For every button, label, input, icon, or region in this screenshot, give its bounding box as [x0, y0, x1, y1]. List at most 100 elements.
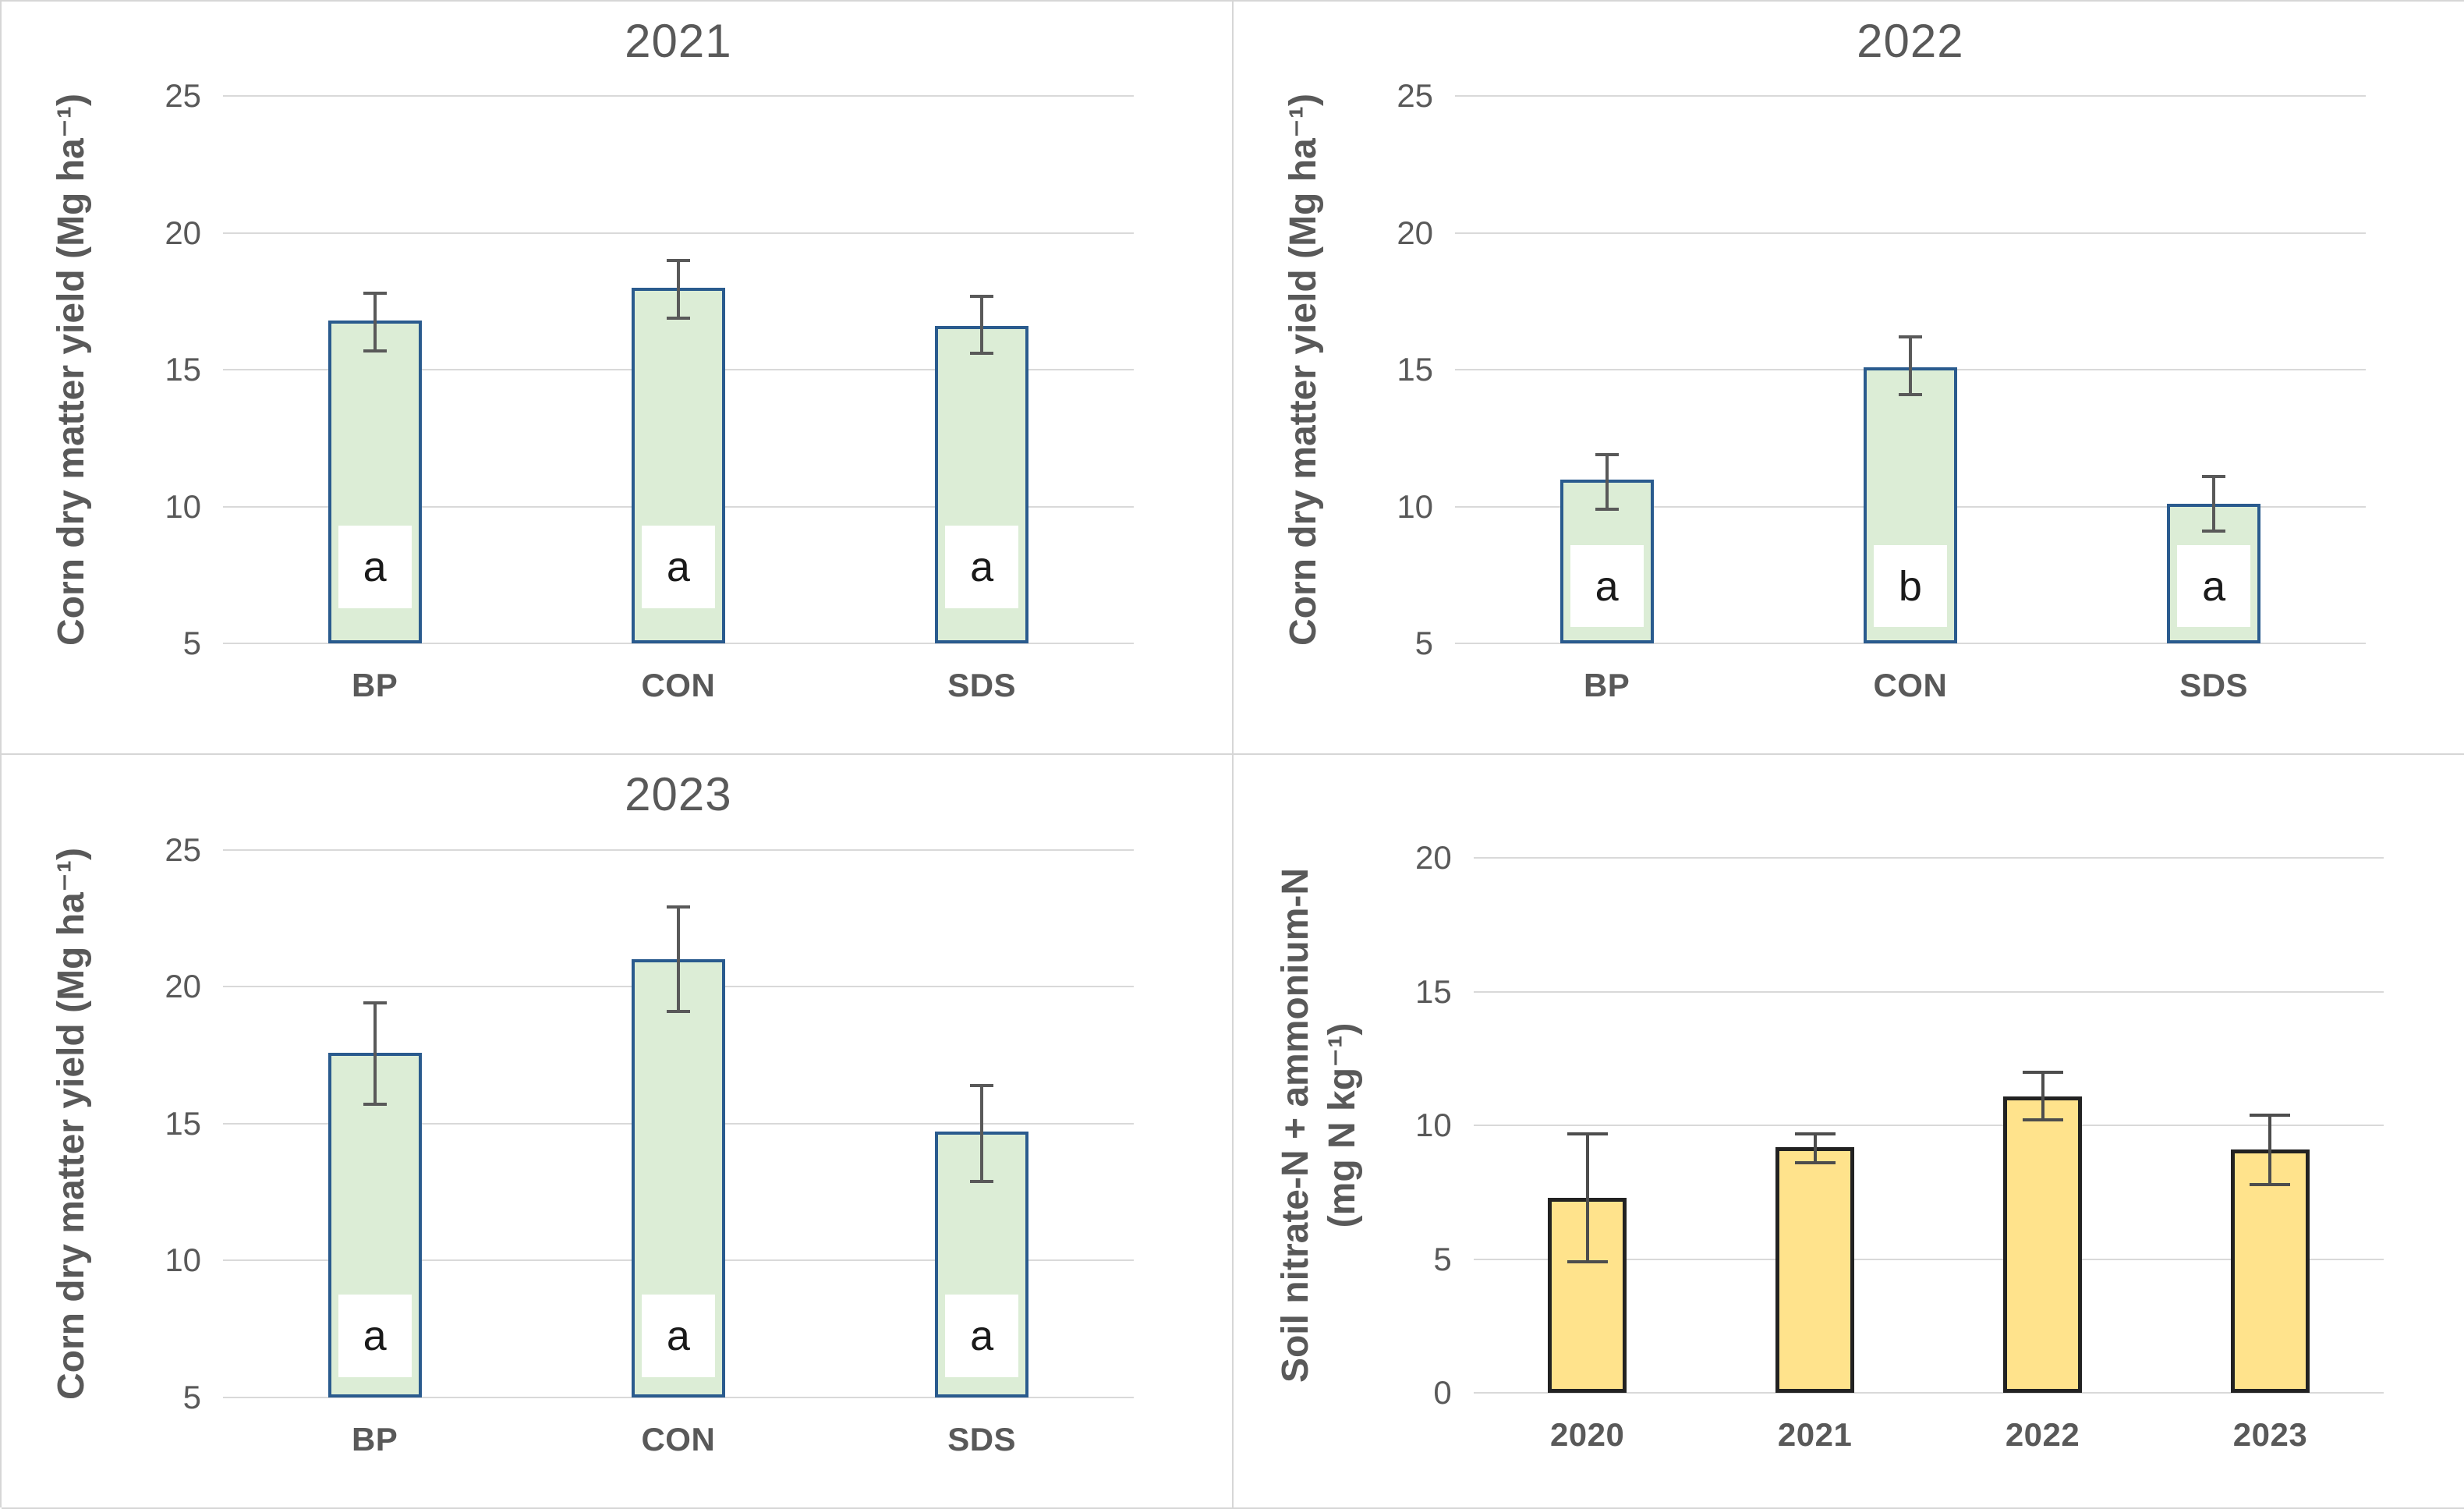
y-tick-label: 25	[165, 831, 202, 868]
error-bar-cap	[1595, 453, 1619, 457]
error-bar-cap	[970, 1083, 994, 1087]
y-tick-label: 5	[1433, 1240, 1452, 1277]
error-bar-cap	[2202, 530, 2226, 533]
bar	[1775, 1146, 1854, 1394]
significance-letter-box: a	[1570, 544, 1644, 628]
category-label-row: 2020 2021 2022 2023	[1474, 1416, 2384, 1454]
category-label: SDS	[2179, 667, 2249, 704]
error-bar-cap	[666, 316, 690, 320]
error-bar-cap	[666, 259, 690, 262]
panel-title: 2022	[1857, 15, 1964, 67]
error-bar	[2212, 476, 2216, 532]
error-bar-cap	[1794, 1132, 1836, 1135]
y-tick-label: 15	[165, 1104, 202, 1142]
significance-letter-box: a	[945, 1295, 1019, 1377]
panel-title: 2021	[625, 15, 732, 67]
error-bar	[980, 1085, 984, 1181]
error-bar	[676, 260, 680, 318]
category-label-row: BP CON SDS	[223, 667, 1134, 704]
category-label: 2023	[2232, 1416, 2308, 1454]
y-tick-label: 15	[1414, 972, 1452, 1010]
category-label: 2021	[1777, 1416, 1853, 1454]
significance-letter: a	[363, 543, 387, 590]
error-bar-cap	[2022, 1070, 2063, 1074]
error-bar-cap	[363, 1103, 387, 1107]
significance-letter: a	[970, 543, 994, 590]
error-bar-cap	[363, 1001, 387, 1005]
category-label: SDS	[947, 1421, 1017, 1458]
panel-soil-nitrogen: Soil nitrate-N + ammonium-N (mg N kg⁻¹) 20…	[1234, 755, 2464, 1509]
error-bar-cap	[666, 905, 690, 909]
category-label: BP	[1583, 667, 1630, 704]
gridline	[223, 1397, 1134, 1399]
gridline	[1455, 95, 2366, 97]
error-bar-cap	[970, 1179, 994, 1183]
significance-letter: a	[970, 1312, 994, 1360]
y-tick-label: 10	[165, 487, 202, 525]
error-bar	[1605, 455, 1609, 510]
y-tick-label: 20	[1397, 214, 1434, 251]
category-label: 2020	[1549, 1416, 1625, 1454]
error-bar-cap	[1794, 1161, 1836, 1165]
error-bar-cap	[2250, 1113, 2291, 1117]
gridline	[1473, 990, 2384, 993]
bar	[2003, 1096, 2082, 1394]
error-bar	[980, 296, 984, 354]
gridline	[223, 848, 1134, 851]
error-bar-cap	[1567, 1260, 1608, 1264]
error-bar-cap	[2250, 1182, 2291, 1186]
significance-letter-box: a	[641, 1295, 715, 1377]
gridline	[223, 643, 1134, 645]
error-bar	[373, 293, 377, 351]
y-tick-label: 5	[182, 625, 202, 662]
error-bar-cap	[666, 1009, 690, 1013]
gridline	[1455, 643, 2366, 645]
y-tick-label: 20	[1414, 839, 1452, 877]
gridline	[1473, 857, 2384, 859]
gridline	[1473, 1392, 2384, 1394]
error-bar-cap	[1898, 335, 1922, 339]
significance-letter: a	[1595, 562, 1619, 610]
gridline	[223, 232, 1134, 234]
y-tick-label: 15	[165, 351, 202, 388]
significance-letter: a	[2202, 562, 2226, 610]
error-bar	[373, 1003, 377, 1105]
error-bar	[676, 907, 680, 1011]
error-bar	[1585, 1133, 1589, 1263]
error-bar	[2041, 1072, 2044, 1121]
plot-area	[1473, 857, 2384, 1394]
gridline	[1473, 1125, 2384, 1127]
bar	[2231, 1149, 2310, 1394]
significance-letter-box: a	[945, 526, 1019, 608]
y-tick-label: 20	[165, 968, 202, 1005]
error-bar-cap	[970, 294, 994, 298]
error-bar-cap	[2022, 1118, 2063, 1122]
category-label: BP	[351, 1421, 398, 1458]
significance-letter: a	[666, 543, 690, 590]
category-label-row: BP CON SDS	[223, 1421, 1134, 1458]
y-tick-label: 25	[1397, 77, 1434, 115]
y-tick-label: 20	[165, 214, 202, 251]
panel-title: 2023	[625, 768, 732, 820]
y-tick-label: 10	[1397, 487, 1434, 525]
category-label-row: BP CON SDS	[1455, 667, 2366, 704]
category-label: CON	[641, 1421, 716, 1458]
y-tick-label: 5	[182, 1379, 202, 1416]
significance-letter: a	[666, 1312, 690, 1360]
gridline	[223, 95, 1134, 97]
category-label: 2022	[2005, 1416, 2080, 1454]
error-bar-cap	[1898, 392, 1922, 396]
y-tick-label: 25	[165, 77, 202, 115]
significance-letter-box: a	[641, 526, 715, 608]
y-tick-label: 10	[1414, 1107, 1452, 1144]
error-bar-cap	[1567, 1132, 1608, 1135]
panel-yield-2022: 2022 Corn dry matter yield (Mg ha⁻¹) a b a 25…	[1234, 2, 2464, 755]
gridline	[1473, 1258, 2384, 1260]
category-label: BP	[351, 667, 398, 704]
y-tick-label: 10	[165, 1242, 202, 1279]
error-bar	[1908, 337, 1912, 395]
y-tick-label: 5	[1414, 625, 1434, 662]
